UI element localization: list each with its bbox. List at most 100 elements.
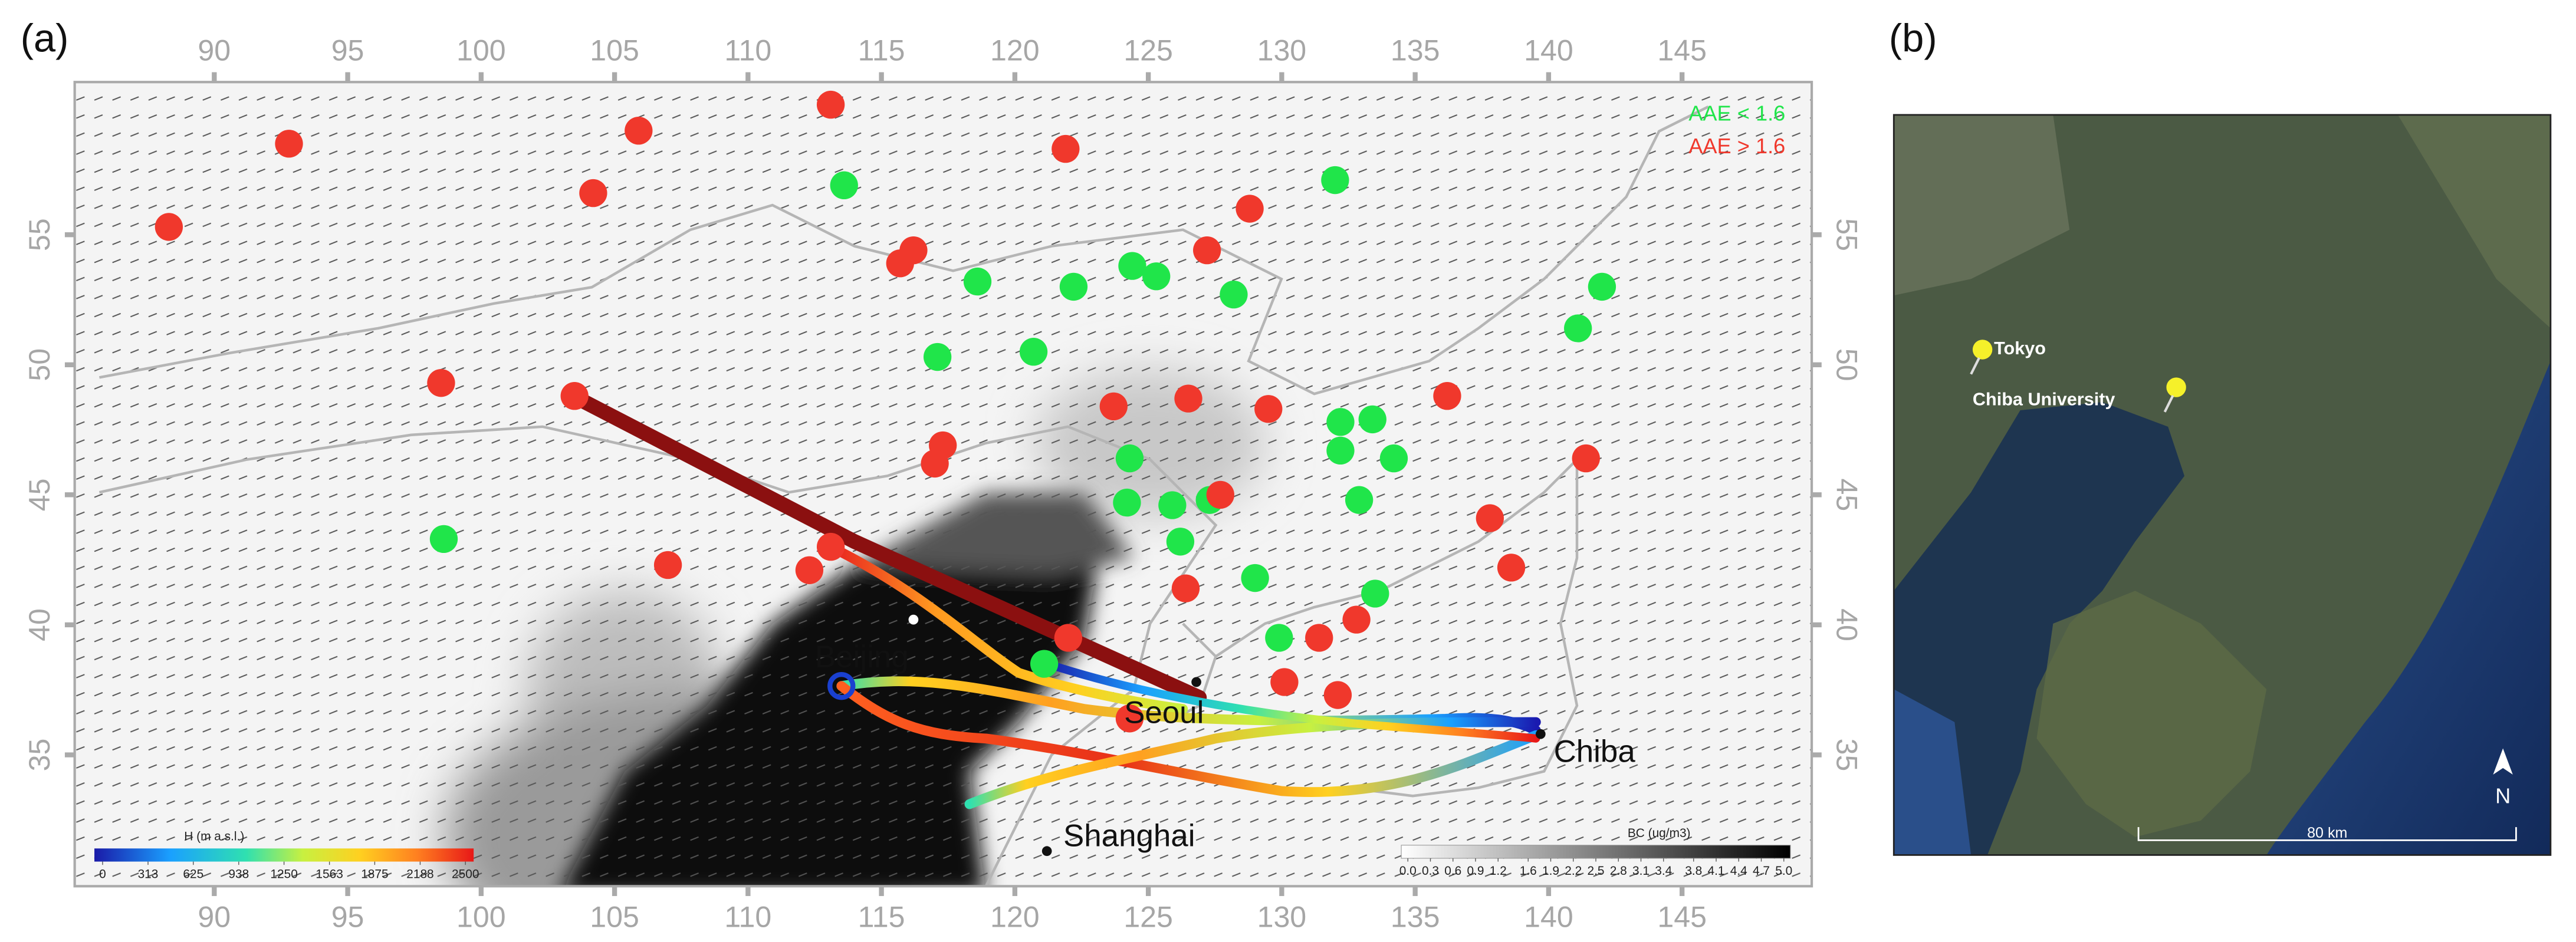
x-tick-label: 115 [858,34,905,67]
site-point [1030,650,1059,678]
panel-label: (b) [1889,17,1937,60]
site-point [1099,392,1128,421]
x-tick-label: 105 [590,900,639,933]
colorbar-tick-label: 2500 [452,867,479,881]
y-tick-label: 55 [1831,218,1864,251]
x-tick-label: 120 [990,34,1040,67]
site-point [1142,262,1171,291]
legend-entry: AAE > 1.6 [1688,134,1785,158]
colorbar-tick-label: 4.1 [1708,864,1725,878]
x-tick-label: 140 [1524,900,1573,933]
place-label: Chiba University [1973,389,2115,409]
city-dot [908,614,919,625]
colorbar-tick-label: 2188 [406,867,433,881]
x-tick-label: 120 [990,900,1040,933]
site-point [579,179,607,207]
colorbar-tick-label: 0.0 [1399,864,1417,878]
site-point [830,171,858,200]
site-point [427,368,455,397]
colorbar-tick-label: 1250 [270,867,297,881]
site-point [1588,272,1616,301]
site-point [1174,384,1202,413]
site-point [1433,382,1461,410]
colorbar-tick-label: 4.4 [1730,864,1747,878]
x-tick-label: 145 [1657,34,1707,67]
site-point [1342,605,1371,634]
height-colorbar [94,848,474,862]
x-tick-label: 115 [858,900,905,933]
north-arrow [2493,748,2513,775]
site-point [1379,444,1408,473]
city-dot [1191,677,1201,687]
colorbar-tick-label: 0.6 [1444,864,1461,878]
site-point [921,449,949,478]
colorbar-tick-label: 2.2 [1565,864,1582,878]
x-tick-label: 95 [331,34,364,67]
city-label: Beijing [815,640,909,674]
bc-colorbar [1401,845,1791,859]
colorbar-tick-label: 5.0 [1775,864,1792,878]
site-point [1052,134,1080,163]
y-tick-label: 50 [1831,348,1864,381]
y-tick-label: 45 [1831,478,1864,511]
colorbar-tick-label: 1875 [361,867,388,881]
site-point [1564,314,1592,342]
site-point [1220,280,1248,309]
colorbar-tick-label: 2.5 [1587,864,1604,878]
x-tick-label: 90 [198,34,231,67]
site-point [1158,491,1187,519]
site-point [429,525,458,554]
site-point [1113,488,1141,517]
north-label: N [2495,784,2511,808]
x-tick-label: 145 [1657,900,1707,933]
city-label: Seoul [1124,696,1204,730]
pins [1970,340,2186,413]
site-point [275,130,303,158]
y-tick-label: 55 [23,218,56,251]
site-point [1254,395,1283,423]
colorbar-tick-label: 1.2 [1490,864,1507,878]
map-frame [73,81,1813,888]
site-point [1265,624,1293,652]
x-tick-label: 135 [1391,900,1440,933]
x-tick-label: 130 [1257,900,1307,933]
x-tick-label: 110 [724,900,771,933]
scale-label: 80 km [2307,825,2347,841]
site-point [1572,444,1600,473]
map-background [74,82,1812,887]
colorbar-tick-label: 1563 [316,867,343,881]
site-point [1115,444,1144,473]
x-tick-label: 100 [456,34,506,67]
site-point [1326,408,1355,436]
site-point [1171,574,1200,602]
colorbar-tick-label: 0.9 [1467,864,1484,878]
site-point [1358,405,1386,434]
scale-bar [2137,827,2517,841]
site-point [816,90,845,119]
site-point [1166,528,1195,556]
site-point [560,382,589,410]
colorbar-tick-label: 938 [228,867,249,881]
colorbar-tick-label: 1.6 [1520,864,1537,878]
x-tick-label: 125 [1123,900,1173,933]
site-point [1270,668,1299,696]
site-points [155,90,1616,733]
satellite-image [1894,114,2551,855]
site-point [886,249,914,278]
x-tick-label: 105 [590,34,639,67]
place-label: Tokyo [1994,338,2046,358]
colorbar-tick-label: 3.4 [1655,864,1672,878]
x-tick-label: 95 [331,900,364,933]
trajectories [568,390,1541,809]
city-label: Chiba [1554,735,1636,769]
cities: Beijing Seoul Chiba Shanghai [815,614,1636,857]
site-point [1115,704,1144,733]
city-label: Shanghai [1063,818,1195,853]
colorbar-title: H (m a.s.l.) [184,829,244,843]
site-point [1326,436,1355,465]
x-tick-label: 140 [1524,34,1573,67]
colorbar-tick-label: 0.3 [1422,864,1439,878]
colorbar-tick-label: 625 [183,867,203,881]
site-point [653,551,682,579]
